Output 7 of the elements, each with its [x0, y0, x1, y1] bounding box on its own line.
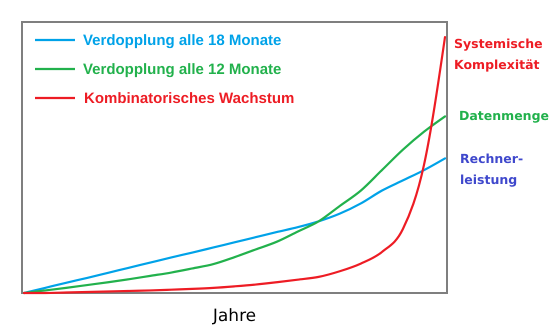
text: Rechner- leistung [460, 151, 524, 187]
x-axis-title: Jahre [212, 306, 256, 326]
text: Systemische Komplexität [454, 36, 543, 72]
legend-label: Verdopplung alle 18 Monate [83, 32, 282, 49]
legend-label: Verdopplung alle 12 Monate [83, 61, 282, 78]
legend-label: Kombinatorisches Wachstum [84, 90, 294, 107]
text: Datenmenge [459, 108, 549, 123]
